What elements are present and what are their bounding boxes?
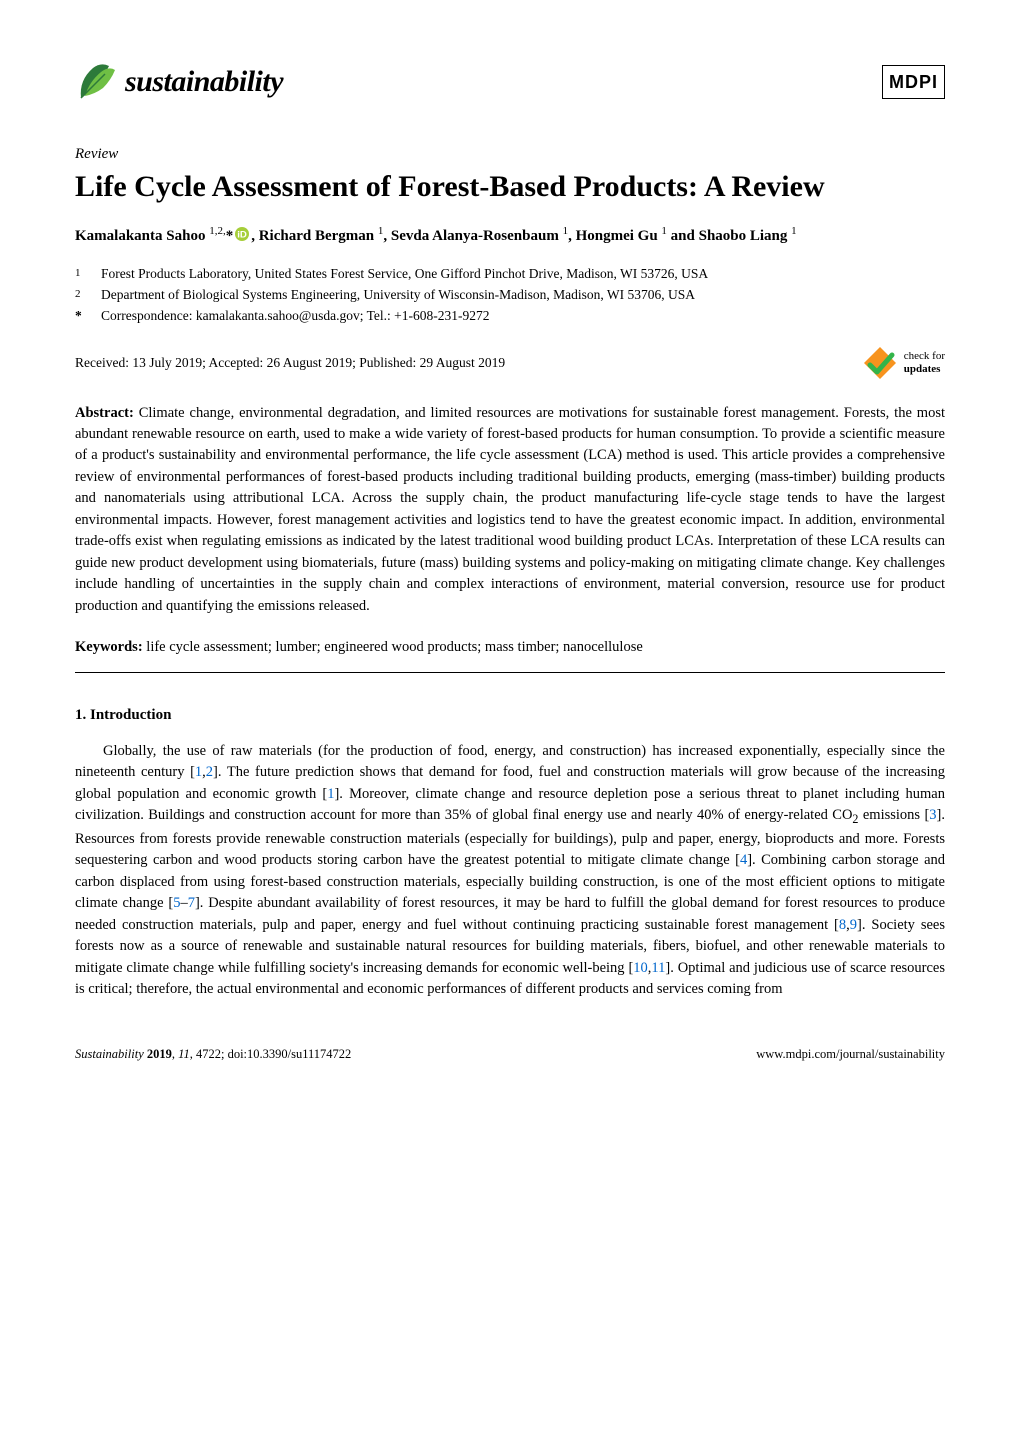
check-for-updates-badge[interactable]: check for updates: [862, 345, 945, 381]
footer-link[interactable]: www.mdpi.com/journal/sustainability: [756, 1047, 945, 1061]
journal-name: sustainability: [125, 60, 283, 104]
citation-link[interactable]: 4: [740, 852, 747, 868]
dates-row: Received: 13 July 2019; Accepted: 26 Aug…: [75, 345, 945, 381]
author-4: Hongmei Gu 1: [576, 228, 667, 244]
citation-link[interactable]: 1: [327, 786, 334, 802]
author-2: Richard Bergman 1: [259, 228, 384, 244]
affiliation-text: Department of Biological Systems Enginee…: [101, 285, 695, 305]
page-footer: Sustainability 2019, 11, 4722; doi:10.33…: [75, 1045, 945, 1063]
author-sep: ,: [383, 228, 391, 244]
author-and: and: [671, 228, 699, 244]
affiliations: 1 Forest Products Laboratory, United Sta…: [75, 264, 945, 327]
footer-year-vol: 2019, 11, 4722;: [147, 1047, 228, 1061]
citation-link[interactable]: 2: [206, 764, 213, 780]
journal-logo: sustainability: [75, 60, 283, 104]
citation-link[interactable]: 7: [188, 895, 195, 911]
citation-link[interactable]: 8: [839, 917, 846, 933]
affiliation-num: 2: [75, 285, 87, 305]
orcid-icon: iD: [235, 227, 249, 241]
affiliation-2: 2 Department of Biological Systems Engin…: [75, 285, 945, 305]
footer-citation: Sustainability 2019, 11, 4722; doi:10.33…: [75, 1045, 351, 1063]
abstract-text: Climate change, environmental degradatio…: [75, 405, 945, 614]
author-sep: ,: [251, 228, 259, 244]
keywords: Keywords: life cycle assessment; lumber;…: [75, 637, 945, 658]
affiliation-1: 1 Forest Products Laboratory, United Sta…: [75, 264, 945, 284]
leaf-icon: [75, 60, 119, 104]
article-type: Review: [75, 144, 945, 166]
author-3: Sevda Alanya-Rosenbaum 1: [391, 228, 568, 244]
footer-journal: Sustainability: [75, 1047, 144, 1061]
correspondence-mark: *: [75, 306, 87, 326]
check-updates-line1: check for: [904, 350, 945, 362]
citation-link[interactable]: 3: [929, 807, 936, 823]
section-divider: [75, 672, 945, 673]
article-title: Life Cycle Assessment of Forest-Based Pr…: [75, 168, 945, 206]
citation-link[interactable]: 11: [651, 960, 665, 976]
authors-line: Kamalakanta Sahoo 1,2,* iD, Richard Bergm…: [75, 223, 945, 248]
author-5: Shaobo Liang 1: [699, 228, 797, 244]
citation-link[interactable]: 1: [195, 764, 202, 780]
affiliation-text: Forest Products Laboratory, United State…: [101, 264, 708, 284]
keywords-label: Keywords:: [75, 639, 143, 655]
affiliation-num: 1: [75, 264, 87, 284]
citation-link[interactable]: 5: [173, 895, 180, 911]
author-1: Kamalakanta Sahoo 1,2,*: [75, 228, 233, 244]
keywords-text: life cycle assessment; lumber; engineere…: [146, 639, 642, 655]
publication-dates: Received: 13 July 2019; Accepted: 26 Aug…: [75, 353, 505, 373]
intro-paragraph: Globally, the use of raw materials (for …: [75, 741, 945, 1001]
section-1-heading: 1. Introduction: [75, 705, 945, 727]
publisher-name: MDPI: [889, 72, 938, 92]
citation-link[interactable]: 9: [850, 917, 857, 933]
correspondence: * Correspondence: kamalakanta.sahoo@usda…: [75, 306, 945, 326]
check-updates-text: check for updates: [904, 350, 945, 374]
check-updates-line2: updates: [904, 363, 945, 375]
citation-link[interactable]: 10: [633, 960, 648, 976]
author-sep: ,: [568, 228, 576, 244]
footer-doi: doi:10.3390/su11174722: [228, 1047, 352, 1061]
footer-url[interactable]: www.mdpi.com/journal/sustainability: [756, 1045, 945, 1063]
page-header: sustainability MDPI: [75, 60, 945, 104]
abstract: Abstract: Climate change, environmental …: [75, 403, 945, 618]
abstract-label: Abstract:: [75, 405, 134, 421]
check-updates-icon: [862, 345, 898, 381]
publisher-logo: MDPI: [882, 65, 945, 99]
correspondence-text: Correspondence: kamalakanta.sahoo@usda.g…: [101, 306, 490, 326]
svg-text:iD: iD: [237, 230, 247, 241]
